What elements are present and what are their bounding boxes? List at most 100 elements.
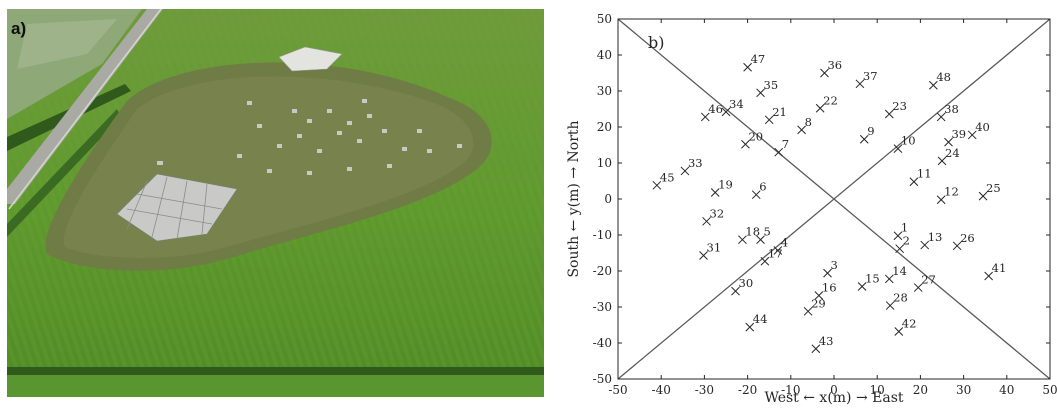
marker-stroke bbox=[884, 274, 894, 284]
marker-stroke bbox=[699, 251, 708, 260]
y-axis-label: South ← y(m) → North bbox=[566, 120, 582, 277]
marker-stroke bbox=[884, 109, 894, 119]
station-label-8: 8 bbox=[805, 115, 812, 129]
marker-stroke bbox=[952, 241, 962, 251]
marker-stroke bbox=[909, 177, 919, 187]
station-marker-43 bbox=[811, 344, 821, 354]
station-label-5: 5 bbox=[764, 225, 771, 239]
marker-stroke bbox=[913, 283, 923, 292]
station-marker-48 bbox=[929, 80, 938, 90]
marker-stroke bbox=[967, 130, 977, 140]
marker-stroke bbox=[815, 103, 825, 113]
y-tick-label: -50 bbox=[593, 372, 612, 386]
marker-stroke bbox=[859, 134, 869, 144]
station-marker-16 bbox=[814, 291, 824, 300]
station-marker-22 bbox=[815, 103, 825, 113]
station-label-6: 6 bbox=[759, 180, 766, 194]
panel-a-label: a) bbox=[11, 19, 27, 38]
aerial-photo: a) bbox=[7, 9, 544, 397]
station-marker-25 bbox=[978, 191, 988, 201]
station-marker-42 bbox=[894, 327, 904, 336]
marker-stroke bbox=[756, 88, 765, 98]
array-layout-plot: -50 -40 -30 -20 -10 0 10 20 30 40 50 -50 -40 -30 -20 -1… bbox=[562, 0, 1057, 406]
station-label-27: 27 bbox=[921, 273, 936, 287]
station-label-9: 9 bbox=[867, 124, 874, 138]
station-label-11: 11 bbox=[917, 167, 932, 181]
marker-stroke bbox=[756, 235, 765, 245]
station-label-7: 7 bbox=[782, 137, 789, 151]
station-marker-41 bbox=[984, 271, 994, 281]
marker-stroke bbox=[893, 144, 903, 153]
station-marker-45 bbox=[652, 180, 662, 190]
station-label-31: 31 bbox=[707, 241, 722, 255]
x-tick-label: -50 bbox=[608, 383, 627, 397]
station-marker-5 bbox=[756, 235, 765, 245]
y-tick-label: -10 bbox=[593, 228, 612, 242]
marker-stroke bbox=[936, 195, 946, 205]
marker-stroke bbox=[937, 156, 947, 166]
station-marker-23 bbox=[884, 109, 894, 119]
x-tick-label: -40 bbox=[652, 383, 671, 397]
station-label-25: 25 bbox=[986, 181, 1001, 195]
y-tick-label: -30 bbox=[593, 300, 612, 314]
station-marker-7 bbox=[774, 147, 784, 157]
station-marker-36 bbox=[820, 68, 829, 78]
axis-ticks bbox=[617, 18, 1051, 380]
station-label-34: 34 bbox=[729, 97, 744, 111]
marker-stroke bbox=[773, 246, 783, 255]
station-marker-14 bbox=[884, 274, 894, 284]
marker-stroke bbox=[652, 180, 662, 190]
station-marker-15 bbox=[857, 282, 867, 291]
station-marker-4 bbox=[773, 246, 783, 255]
station-marker-8 bbox=[797, 125, 806, 135]
y-tick-label: -40 bbox=[593, 336, 612, 350]
station-label-33: 33 bbox=[688, 156, 703, 170]
station-label-24: 24 bbox=[945, 146, 960, 160]
y-tick-label: 0 bbox=[604, 192, 612, 206]
x-tick-label: 50 bbox=[1042, 383, 1057, 397]
station-label-26: 26 bbox=[960, 231, 975, 245]
marker-stroke bbox=[751, 190, 761, 200]
station-label-32: 32 bbox=[710, 206, 725, 220]
station-marker-35 bbox=[756, 88, 765, 98]
x-tick-label: -10 bbox=[781, 383, 800, 397]
station-label-47: 47 bbox=[751, 52, 766, 66]
station-marker-27 bbox=[913, 283, 923, 292]
x-tick-label: 20 bbox=[913, 383, 928, 397]
station-label-45: 45 bbox=[660, 170, 675, 184]
marker-stroke bbox=[700, 112, 710, 122]
x-tick-label: 0 bbox=[830, 383, 838, 397]
station-marker-18 bbox=[738, 235, 747, 245]
station-marker-19 bbox=[710, 188, 720, 197]
station-marker-11 bbox=[909, 177, 919, 187]
station-label-20: 20 bbox=[748, 129, 763, 143]
marker-stroke bbox=[857, 282, 867, 291]
station-label-19: 19 bbox=[718, 178, 733, 192]
station-label-23: 23 bbox=[892, 99, 907, 113]
marker-stroke bbox=[929, 80, 938, 90]
station-label-29: 29 bbox=[811, 296, 826, 310]
marker-stroke bbox=[920, 240, 930, 250]
panel-b-label: b) bbox=[648, 33, 664, 52]
scatter-plot: -50 -40 -30 -20 -10 0 10 20 30 40 50-50-40-30-20-1… bbox=[566, 12, 1057, 406]
marker-stroke bbox=[894, 327, 904, 336]
marker-stroke bbox=[893, 231, 903, 241]
y-tick-label: 40 bbox=[597, 48, 612, 62]
marker-stroke bbox=[944, 137, 953, 147]
marker-stroke bbox=[936, 112, 946, 122]
station-label-14: 14 bbox=[892, 264, 907, 278]
x-tick-label: 40 bbox=[999, 383, 1014, 397]
station-label-3: 3 bbox=[831, 258, 838, 272]
x-tick-label: -20 bbox=[738, 383, 757, 397]
marker-stroke bbox=[895, 244, 905, 254]
station-marker-46 bbox=[700, 112, 710, 122]
station-label-46: 46 bbox=[708, 102, 723, 116]
marker-stroke bbox=[803, 306, 813, 316]
station-label-21: 21 bbox=[772, 105, 787, 119]
station-label-43: 43 bbox=[819, 334, 834, 348]
station-marker-24 bbox=[937, 156, 947, 166]
y-tick-label: 30 bbox=[597, 84, 612, 98]
station-label-40: 40 bbox=[975, 120, 990, 134]
diagonal-line-2 bbox=[617, 18, 1051, 380]
